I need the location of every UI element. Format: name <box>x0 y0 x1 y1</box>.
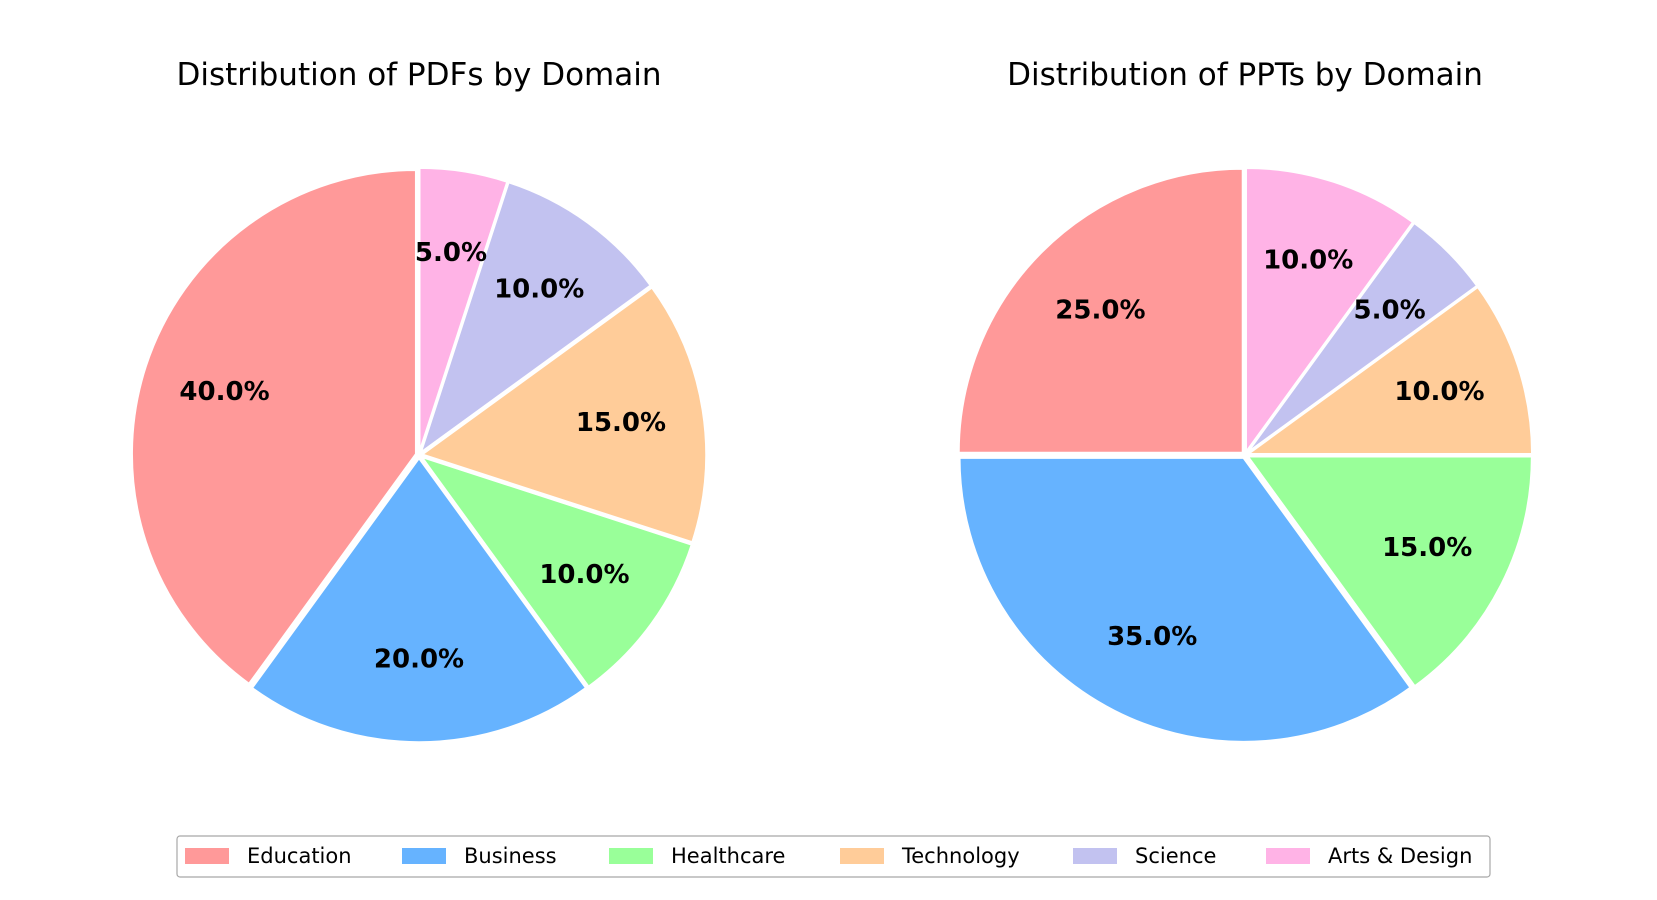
pdf-label-arts-and-design: 5.0% <box>415 238 487 268</box>
pdf-slice-business <box>250 456 588 744</box>
pdf-slices <box>130 166 708 744</box>
ppt-pie-chart: Distribution of PPTs by Domain 25.0% 35.0… <box>957 57 1534 743</box>
legend-items: Education Business Healthcare Technology Sci… <box>185 844 1472 868</box>
legend-label-business: Business <box>464 844 557 868</box>
ppt-slice-arts-and-design <box>1244 166 1415 456</box>
pdf-percent-labels: 40.0%20.0%10.0%15.0%10.0%5.0% <box>179 238 666 674</box>
legend-item-science: Science <box>1073 844 1216 868</box>
legend-label-science: Science <box>1135 844 1216 868</box>
legend-frame <box>176 835 1491 878</box>
ppt-slice-science <box>1246 221 1479 454</box>
legend-item-technology: Technology <box>840 844 1020 868</box>
legend: Education Business Healthcare Technology Sci… <box>176 835 1491 878</box>
ppt-slice-technology <box>1244 285 1534 456</box>
ppt-slice-education <box>957 167 1244 454</box>
legend-label-healthcare: Healthcare <box>671 844 785 868</box>
ppt-slice-business <box>958 456 1412 743</box>
legend-item-business: Business <box>402 844 557 868</box>
ppt-label-healthcare: 15.0% <box>1382 533 1472 563</box>
legend-swatch-technology <box>840 848 884 864</box>
ppt-label-business: 35.0% <box>1107 622 1197 652</box>
pdf-label-healthcare: 10.0% <box>539 560 629 590</box>
ppt-label-education: 25.0% <box>1055 295 1145 325</box>
ppt-slice-healthcare <box>1245 455 1533 688</box>
legend-label-technology: Technology <box>901 844 1020 868</box>
pdf-label-education: 40.0% <box>179 377 269 407</box>
ppt-label-arts-and-design: 10.0% <box>1263 246 1353 276</box>
pdf-label-business: 20.0% <box>374 644 464 674</box>
legend-item-healthcare: Healthcare <box>609 844 785 868</box>
pdf-slice-science <box>418 181 653 456</box>
legend-swatch-business <box>402 848 446 864</box>
ppt-chart-title: Distribution of PPTs by Domain <box>1007 57 1483 93</box>
ppt-label-science: 5.0% <box>1354 295 1426 325</box>
pdf-slice-healthcare <box>418 454 693 689</box>
legend-item-education: Education <box>185 844 352 868</box>
pdf-label-technology: 15.0% <box>576 408 666 438</box>
pdf-slice-education <box>130 169 417 686</box>
legend-label-education: Education <box>247 844 352 868</box>
legend-item-arts-and-design: Arts & Design <box>1266 844 1472 868</box>
ppt-slices <box>957 166 1534 743</box>
pdf-label-science: 10.0% <box>494 275 584 305</box>
legend-swatch-education <box>185 848 229 864</box>
pdf-chart-title: Distribution of PDFs by Domain <box>176 57 661 93</box>
legend-swatch-arts-and-design <box>1266 848 1310 864</box>
pdf-slice-technology <box>419 286 708 544</box>
legend-swatch-science <box>1073 848 1117 864</box>
ppt-label-technology: 10.0% <box>1394 377 1484 407</box>
ppt-percent-labels: 25.0%35.0%15.0%10.0%5.0%10.0% <box>1055 246 1484 653</box>
pdf-pie-chart: Distribution of PDFs by Domain 40.0% 20.0… <box>130 57 708 744</box>
legend-swatch-healthcare <box>609 848 653 864</box>
legend-label-arts-and-design: Arts & Design <box>1328 844 1472 868</box>
pdf-slice-arts-and-design <box>418 166 509 453</box>
